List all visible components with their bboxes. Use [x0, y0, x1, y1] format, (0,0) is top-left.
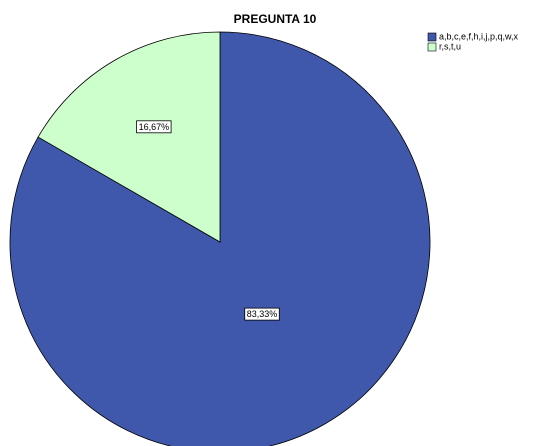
legend: a,b,c,e,f,h,i,j,p,q,w,xr,s,t,u — [427, 31, 519, 52]
legend-label: r,s,t,u — [439, 41, 461, 51]
legend-label: a,b,c,e,f,h,i,j,p,q,w,x — [439, 31, 519, 41]
legend-swatch — [427, 42, 437, 52]
label-box — [244, 307, 280, 321]
pie — [9, 31, 431, 446]
pie-slice — [37, 31, 221, 243]
chart-title: PREGUNTA 10 — [234, 12, 317, 26]
legend-swatch — [427, 32, 437, 42]
data-label: 83,33% — [247, 309, 278, 319]
pie-slice — [9, 31, 431, 446]
labels: 83,33% 16,67% — [136, 120, 280, 321]
data-label: 16,67% — [139, 122, 170, 132]
label-box — [136, 120, 172, 134]
